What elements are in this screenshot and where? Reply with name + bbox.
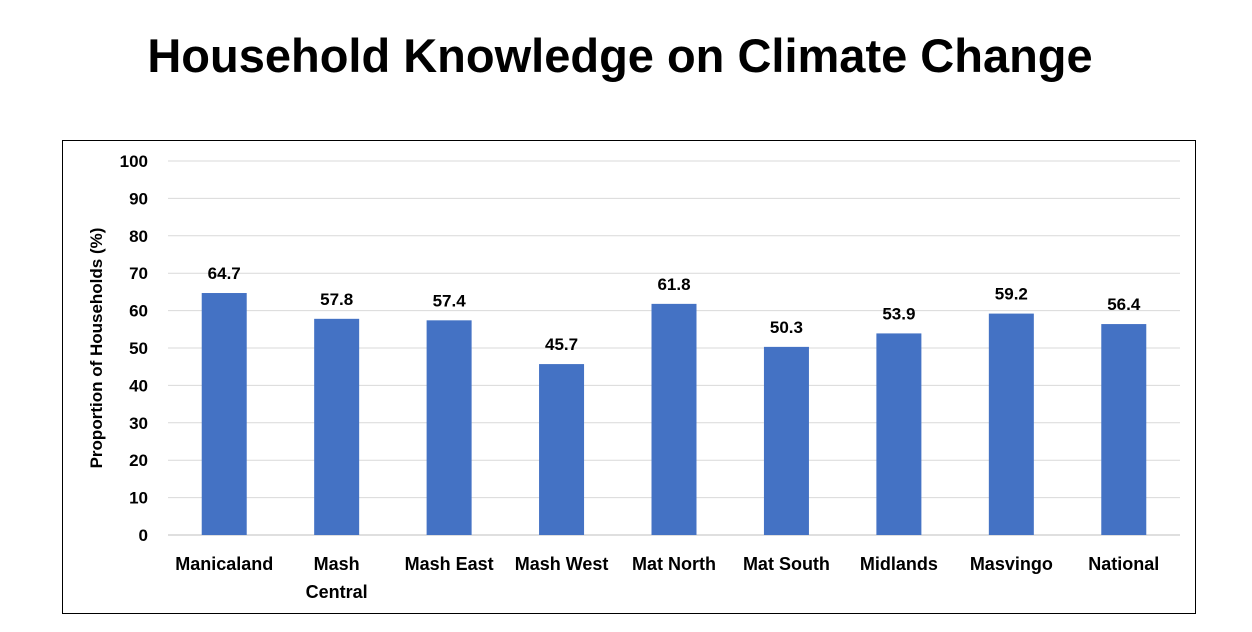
data-label: 57.8 [320,290,353,309]
bar [988,313,1034,535]
bar [539,364,585,535]
data-label: 64.7 [208,264,241,283]
x-tick-label: Midlands [860,554,938,574]
y-tick-label: 20 [129,451,148,470]
data-label: 45.7 [545,335,578,354]
page-title: Household Knowledge on Climate Change [147,29,1093,82]
data-labels: 64.7 57.8 57.4 45.7 61.8 50.3 53.9 59.2 56.4 [208,264,1141,354]
x-tick-label: Masvingo [970,554,1053,574]
x-tick-label: Mat North [632,554,716,574]
y-tick-label: 60 [129,302,148,321]
bars [201,293,1147,535]
y-tick-label: 70 [129,264,148,283]
bar [314,318,360,535]
bar [763,346,809,535]
bar [201,293,247,535]
x-tick-label: Mash East [405,554,494,574]
x-tick-label: Mash West [515,554,609,574]
bar [1101,324,1147,535]
chart-frame [62,140,1196,614]
x-tick-label: National [1088,554,1159,574]
y-tick-label: 100 [120,152,148,171]
y-axis: 0 10 20 30 40 50 60 70 80 90 100 [120,152,148,545]
data-label: 50.3 [770,318,803,337]
y-tick-label: 80 [129,227,148,246]
data-label: 56.4 [1107,295,1141,314]
data-label: 53.9 [882,304,915,323]
data-label: 61.8 [657,275,690,294]
y-tick-label: 30 [129,414,148,433]
data-label: 59.2 [995,285,1028,304]
y-tick-label: 10 [129,489,148,508]
x-axis-labels: Manicaland Mash Central Mash East Mash West M… [175,554,1159,602]
data-label: 57.4 [433,291,467,310]
y-tick-label: 90 [129,189,148,208]
x-tick-label: Mat South [743,554,830,574]
bar [651,303,697,535]
y-tick-label: 0 [139,526,148,545]
x-tick-label: Manicaland [175,554,273,574]
x-tick-label: Mash Central [306,554,368,602]
y-tick-label: 40 [129,376,148,395]
bar [426,320,472,535]
bar [876,333,922,535]
y-tick-label: 50 [129,339,148,358]
y-axis-title: Proportion of Households (%) [87,228,106,469]
